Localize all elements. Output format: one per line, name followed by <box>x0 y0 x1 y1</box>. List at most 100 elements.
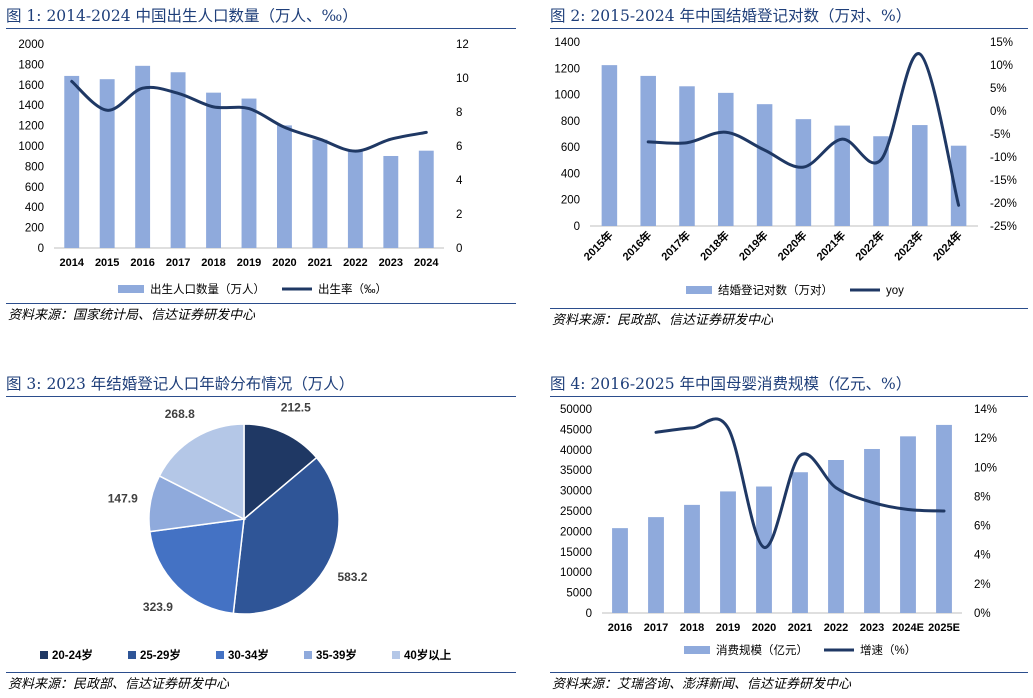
title-divider <box>6 28 516 29</box>
legend-label: 35-39岁 <box>316 648 357 662</box>
legend-label: 增速（%） <box>860 643 916 657</box>
y2-tick-label: 4 <box>456 175 463 187</box>
bar <box>864 448 880 613</box>
y-tick-label: 0 <box>38 243 44 255</box>
data-label: 583.2 <box>337 570 367 584</box>
title-divider <box>6 396 516 397</box>
chart-svg: 0 5000 10000 15000 20000 25000 30000 35000 40000… <box>560 404 997 657</box>
y-tick-label: 15000 <box>560 547 592 559</box>
chart-title: 图 4: 2016-2025 年中国母婴消费规模（亿元、%） <box>550 375 912 393</box>
y2-tick-label: 0% <box>990 106 1007 118</box>
series-line <box>654 417 946 549</box>
y-tick-label: 5000 <box>566 588 592 600</box>
data-label: 268.8 <box>165 407 195 421</box>
legend-swatch <box>118 285 144 293</box>
y2-tick-label: -25% <box>990 221 1017 233</box>
legend-label: 消费规模（亿元） <box>716 643 808 657</box>
x-tick-label: 2021 <box>308 257 332 269</box>
y2-tick-label: -5% <box>990 129 1010 141</box>
y-tick-label: 800 <box>25 161 44 173</box>
y2-tick-label: 0% <box>974 608 991 620</box>
legend-label: 25-29岁 <box>140 648 181 662</box>
legend-label: 结婚登记对数（万对） <box>718 283 833 297</box>
chart-panel-2: 图 2: 2015-2024 年中国结婚登记对数（万对、%） 0 200 400 60… <box>550 4 1030 334</box>
y2-tick-label: 14% <box>974 404 997 416</box>
y2-tick-label: 12 <box>456 39 469 51</box>
bar <box>718 92 734 226</box>
bar <box>679 86 695 226</box>
y-tick-label: 200 <box>561 195 580 207</box>
bar <box>612 528 628 613</box>
x-tick-label: 2023 <box>860 622 884 634</box>
y-tick-label: 1000 <box>18 141 44 153</box>
x-tick-label: 2018年 <box>697 228 732 263</box>
chart-source: 资料来源：民政部、信达证券研发中心 <box>552 313 774 328</box>
bar <box>684 504 700 613</box>
y-tick-label: 1400 <box>554 37 580 49</box>
x-tick-label: 2017年 <box>658 228 693 263</box>
bar <box>241 98 257 248</box>
x-tick-label: 2017 <box>644 622 668 634</box>
series-line <box>646 52 961 207</box>
y-tick-label: 10000 <box>560 567 592 579</box>
chart-svg: 212.5 583.2 323.9 147.9 268.8 20-24岁 25-29岁 30-… <box>40 400 452 662</box>
legend-swatch <box>40 651 48 659</box>
legend-label: 40岁以上 <box>404 648 452 662</box>
chart-panel-3: 图 3: 2023 年结婚登记人口年龄分布情况（万人） 212.5 583.2 32… <box>6 372 520 696</box>
y2-tick-label: 8% <box>974 491 991 503</box>
bar <box>950 145 967 226</box>
x-tick-label: 2019 <box>716 622 740 634</box>
y-tick-label: 1800 <box>18 59 44 71</box>
bar <box>873 136 889 226</box>
x-tick-label: 2025E <box>928 622 960 634</box>
bar <box>347 150 363 248</box>
legend-label: 30-34岁 <box>228 648 269 662</box>
y-tick-label: 50000 <box>560 404 592 416</box>
x-tick-label: 2019 <box>237 257 261 269</box>
y-tick-label: 20000 <box>560 526 592 538</box>
y-tick-label: 2000 <box>18 39 44 51</box>
bar <box>900 436 916 613</box>
x-tick-label: 2021年 <box>813 228 848 263</box>
x-tick-label: 2019年 <box>736 228 771 263</box>
x-tick-label: 2016 <box>608 622 632 634</box>
legend-swatch <box>684 646 710 654</box>
y2-tick-label: -20% <box>990 198 1017 210</box>
y2-tick-label: 5% <box>990 83 1007 95</box>
y-tick-label: 40000 <box>560 445 592 457</box>
x-tick-label: 2024年 <box>930 228 965 263</box>
source-divider <box>6 303 516 304</box>
pie-slice <box>148 518 245 615</box>
bar <box>720 491 736 613</box>
chart-panel-1: 图 1: 2014-2024 中国出生人口数量（万人、‰） 0 200 400 600… <box>6 4 520 329</box>
legend-label: 20-24岁 <box>52 648 93 662</box>
x-tick-label: 2018 <box>201 257 225 269</box>
bar <box>834 125 850 226</box>
y-tick-label: 600 <box>25 182 44 194</box>
series-line <box>70 79 428 153</box>
y-tick-label: 45000 <box>560 424 592 436</box>
y2-tick-label: 0 <box>456 243 462 255</box>
chart-source: 资料来源：艾瑞咨询、澎湃新闻、信达证券研发中心 <box>552 677 852 692</box>
y-tick-label: 1200 <box>554 63 580 75</box>
y-tick-label: 800 <box>561 116 580 128</box>
legend-label: yoy <box>886 285 904 297</box>
bar <box>648 517 664 613</box>
legend-swatch <box>686 286 712 294</box>
source-divider <box>550 672 1028 673</box>
x-tick-label: 2020年 <box>775 228 810 263</box>
x-tick-label: 2020 <box>272 257 296 269</box>
x-tick-label: 2016 <box>130 257 154 269</box>
y-tick-label: 0 <box>574 221 580 233</box>
bar <box>277 125 292 248</box>
pie-slice <box>243 423 318 521</box>
x-tick-label: 2018 <box>680 622 704 634</box>
y-tick-label: 1400 <box>18 100 44 112</box>
y2-tick-label: 10% <box>990 60 1013 72</box>
x-tick-label: 2017 <box>166 257 190 269</box>
data-label: 323.9 <box>143 600 173 614</box>
title-divider <box>550 396 1028 397</box>
bar <box>206 92 221 249</box>
chart-panel-4: 图 4: 2016-2025 年中国母婴消费规模（亿元、%） 0 5000 1000… <box>550 372 1030 696</box>
legend-label: 出生人口数量（万人） <box>150 282 265 296</box>
